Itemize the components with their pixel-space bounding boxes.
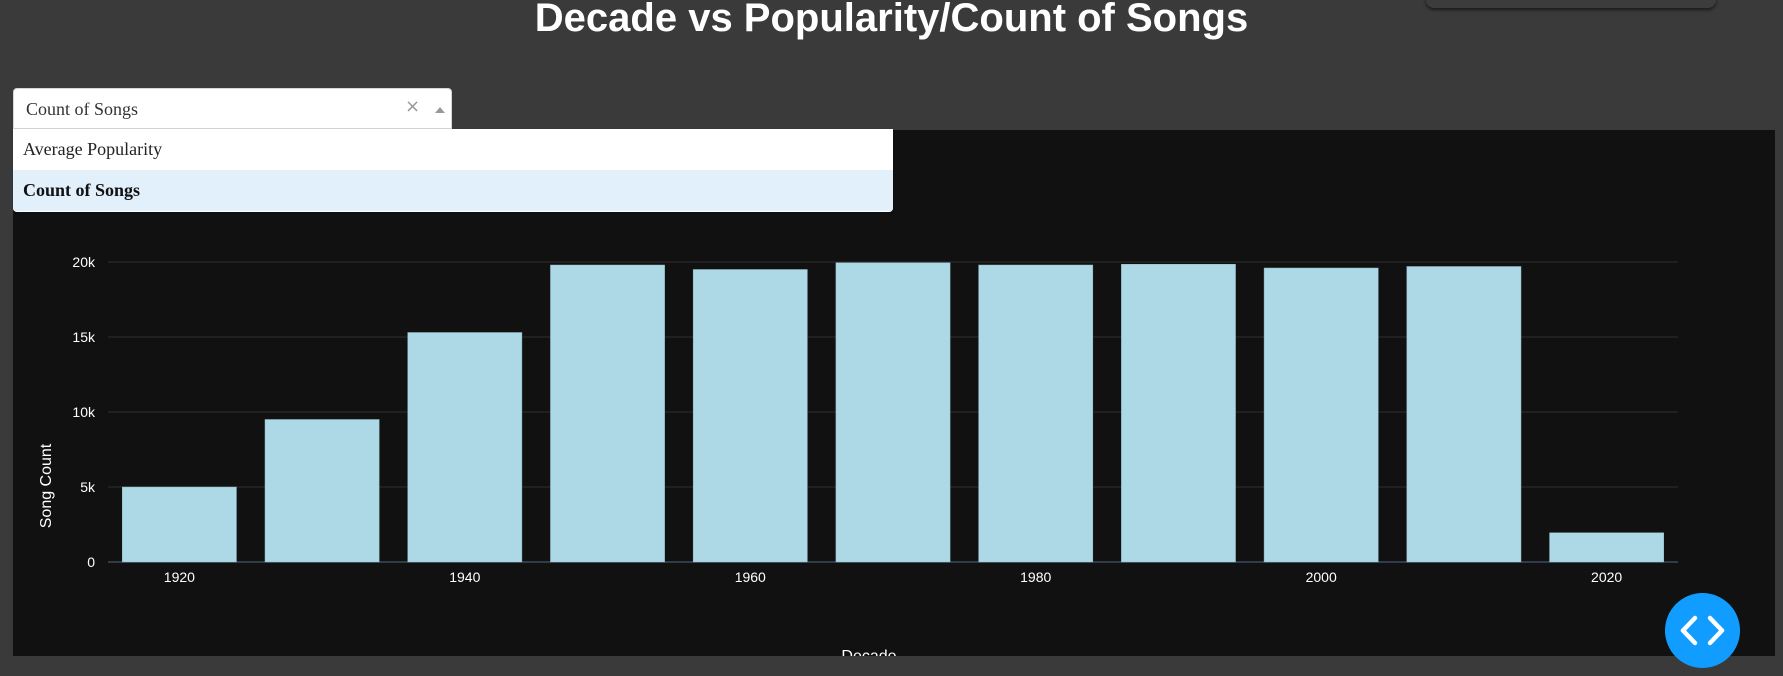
x-tick-label: 1940 xyxy=(449,569,480,585)
bar[interactable] xyxy=(407,332,523,563)
bar[interactable] xyxy=(835,262,951,563)
code-brackets-icon xyxy=(1680,615,1725,646)
page-title: Decade vs Popularity/Count of Songs xyxy=(534,0,1249,40)
x-tick-label: 1960 xyxy=(735,569,766,585)
x-tick-label: 1980 xyxy=(1020,569,1051,585)
bar[interactable] xyxy=(550,264,665,563)
dropdown-option-average-popularity[interactable]: Average Popularity xyxy=(23,139,163,159)
bar[interactable] xyxy=(1549,532,1664,563)
bar[interactable] xyxy=(1406,266,1522,563)
clear-icon[interactable]: × xyxy=(405,96,421,117)
y-tick-label: 20k xyxy=(72,254,96,270)
caret-up-icon[interactable] xyxy=(435,107,445,113)
x-axis-label: Decade xyxy=(841,648,896,656)
x-tick-label: 2000 xyxy=(1306,569,1337,585)
y-tick-label: 10k xyxy=(72,404,96,420)
metric-dropdown[interactable]: Count of Songs × xyxy=(13,88,452,129)
x-tick-label: 1920 xyxy=(164,569,195,585)
bar[interactable] xyxy=(978,264,1094,563)
dropdown-menu: Average Popularity Count of Songs xyxy=(13,129,893,212)
dev-tools-button[interactable] xyxy=(1665,593,1740,668)
dropdown-selected-value: Count of Songs xyxy=(26,99,139,119)
bar[interactable] xyxy=(692,269,808,563)
bar-chart: 0 5k 10k 15k 20k 1920 1940 1960 1980 2000 2020 Dec… xyxy=(38,254,1678,656)
bar[interactable] xyxy=(264,419,380,563)
x-tick-label: 2020 xyxy=(1591,569,1622,585)
y-tick-label: 0 xyxy=(87,554,95,570)
y-axis-label: Song Count xyxy=(38,443,55,528)
bar[interactable] xyxy=(1121,264,1236,563)
top-right-panel xyxy=(1426,0,1716,8)
y-tick-label: 5k xyxy=(80,479,96,495)
bar[interactable] xyxy=(122,486,237,563)
chart-panel: 0 5k 10k 15k 20k 1920 1940 1960 1980 2000 2020 Dec… xyxy=(13,130,1775,656)
bar[interactable] xyxy=(1263,267,1379,563)
y-tick-label: 15k xyxy=(72,329,96,345)
dropdown-option-count-of-songs[interactable]: Count of Songs xyxy=(13,170,893,211)
